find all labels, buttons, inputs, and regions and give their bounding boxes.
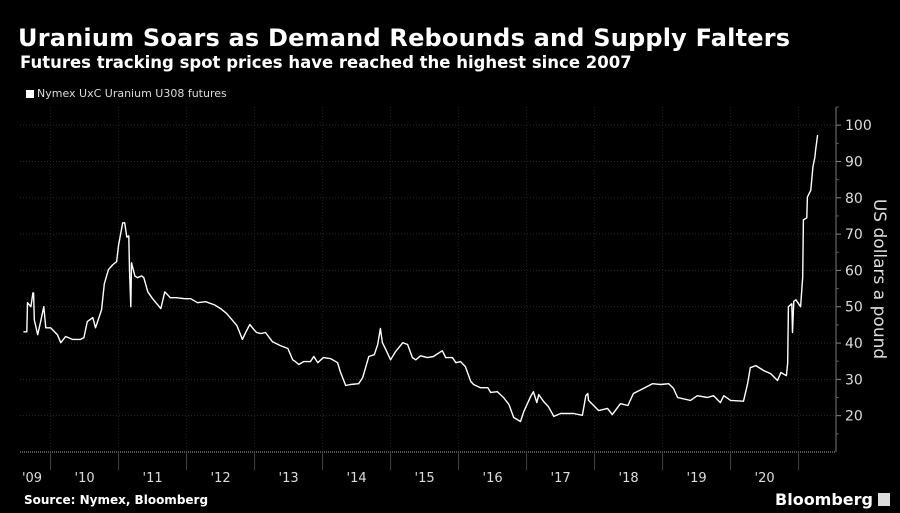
x-tick-label: '11 — [143, 471, 163, 486]
x-tick-label: '13 — [279, 471, 299, 486]
source-note: Source: Nymex, Bloomberg — [24, 493, 209, 507]
y-tick-label: 50 — [845, 300, 863, 316]
chart-icon — [878, 493, 890, 506]
x-tick-label: '14 — [347, 471, 367, 486]
x-tick-label: '18 — [619, 471, 639, 486]
y-tick-label: 100 — [845, 118, 872, 134]
y-tick-label: 80 — [845, 191, 863, 207]
y-tick-label: 40 — [845, 336, 863, 352]
y-tick-label: 30 — [845, 372, 863, 388]
x-tick-label: '16 — [483, 471, 503, 486]
legend-label: Nymex UxC Uranium U308 futures — [37, 87, 227, 100]
y-tick-label: 20 — [845, 409, 863, 425]
x-tick-label: '17 — [551, 471, 571, 486]
series-line-uranium-futures — [23, 134, 819, 423]
y-tick-label: 60 — [845, 263, 863, 279]
axes: 20 30 40 50 60 70 80 90 100 '09 '10 '11 '12 '13 '14 '15… — [20, 106, 872, 486]
x-tick-label: '12 — [211, 471, 231, 486]
x-tick-label: '10 — [75, 471, 95, 486]
legend-swatch — [26, 89, 34, 98]
logo-text: Bloomberg — [775, 490, 873, 509]
y-axis-title: US dollars a pound — [869, 199, 889, 359]
x-tick-label: '15 — [415, 471, 435, 486]
y-tick-label: 70 — [845, 227, 863, 243]
chart-subtitle: Futures tracking spot prices have reache… — [20, 53, 632, 72]
chart-title: Uranium Soars as Demand Rebounds and Sup… — [18, 24, 791, 52]
x-tick-label: '09 — [22, 471, 42, 486]
grid — [20, 107, 836, 452]
bloomberg-logo: Bloomberg — [775, 490, 890, 509]
y-tick-label: 90 — [845, 154, 863, 170]
legend: Nymex UxC Uranium U308 futures — [26, 87, 227, 100]
x-tick-label: '19 — [687, 471, 707, 486]
x-tick-label: '20 — [755, 471, 775, 486]
